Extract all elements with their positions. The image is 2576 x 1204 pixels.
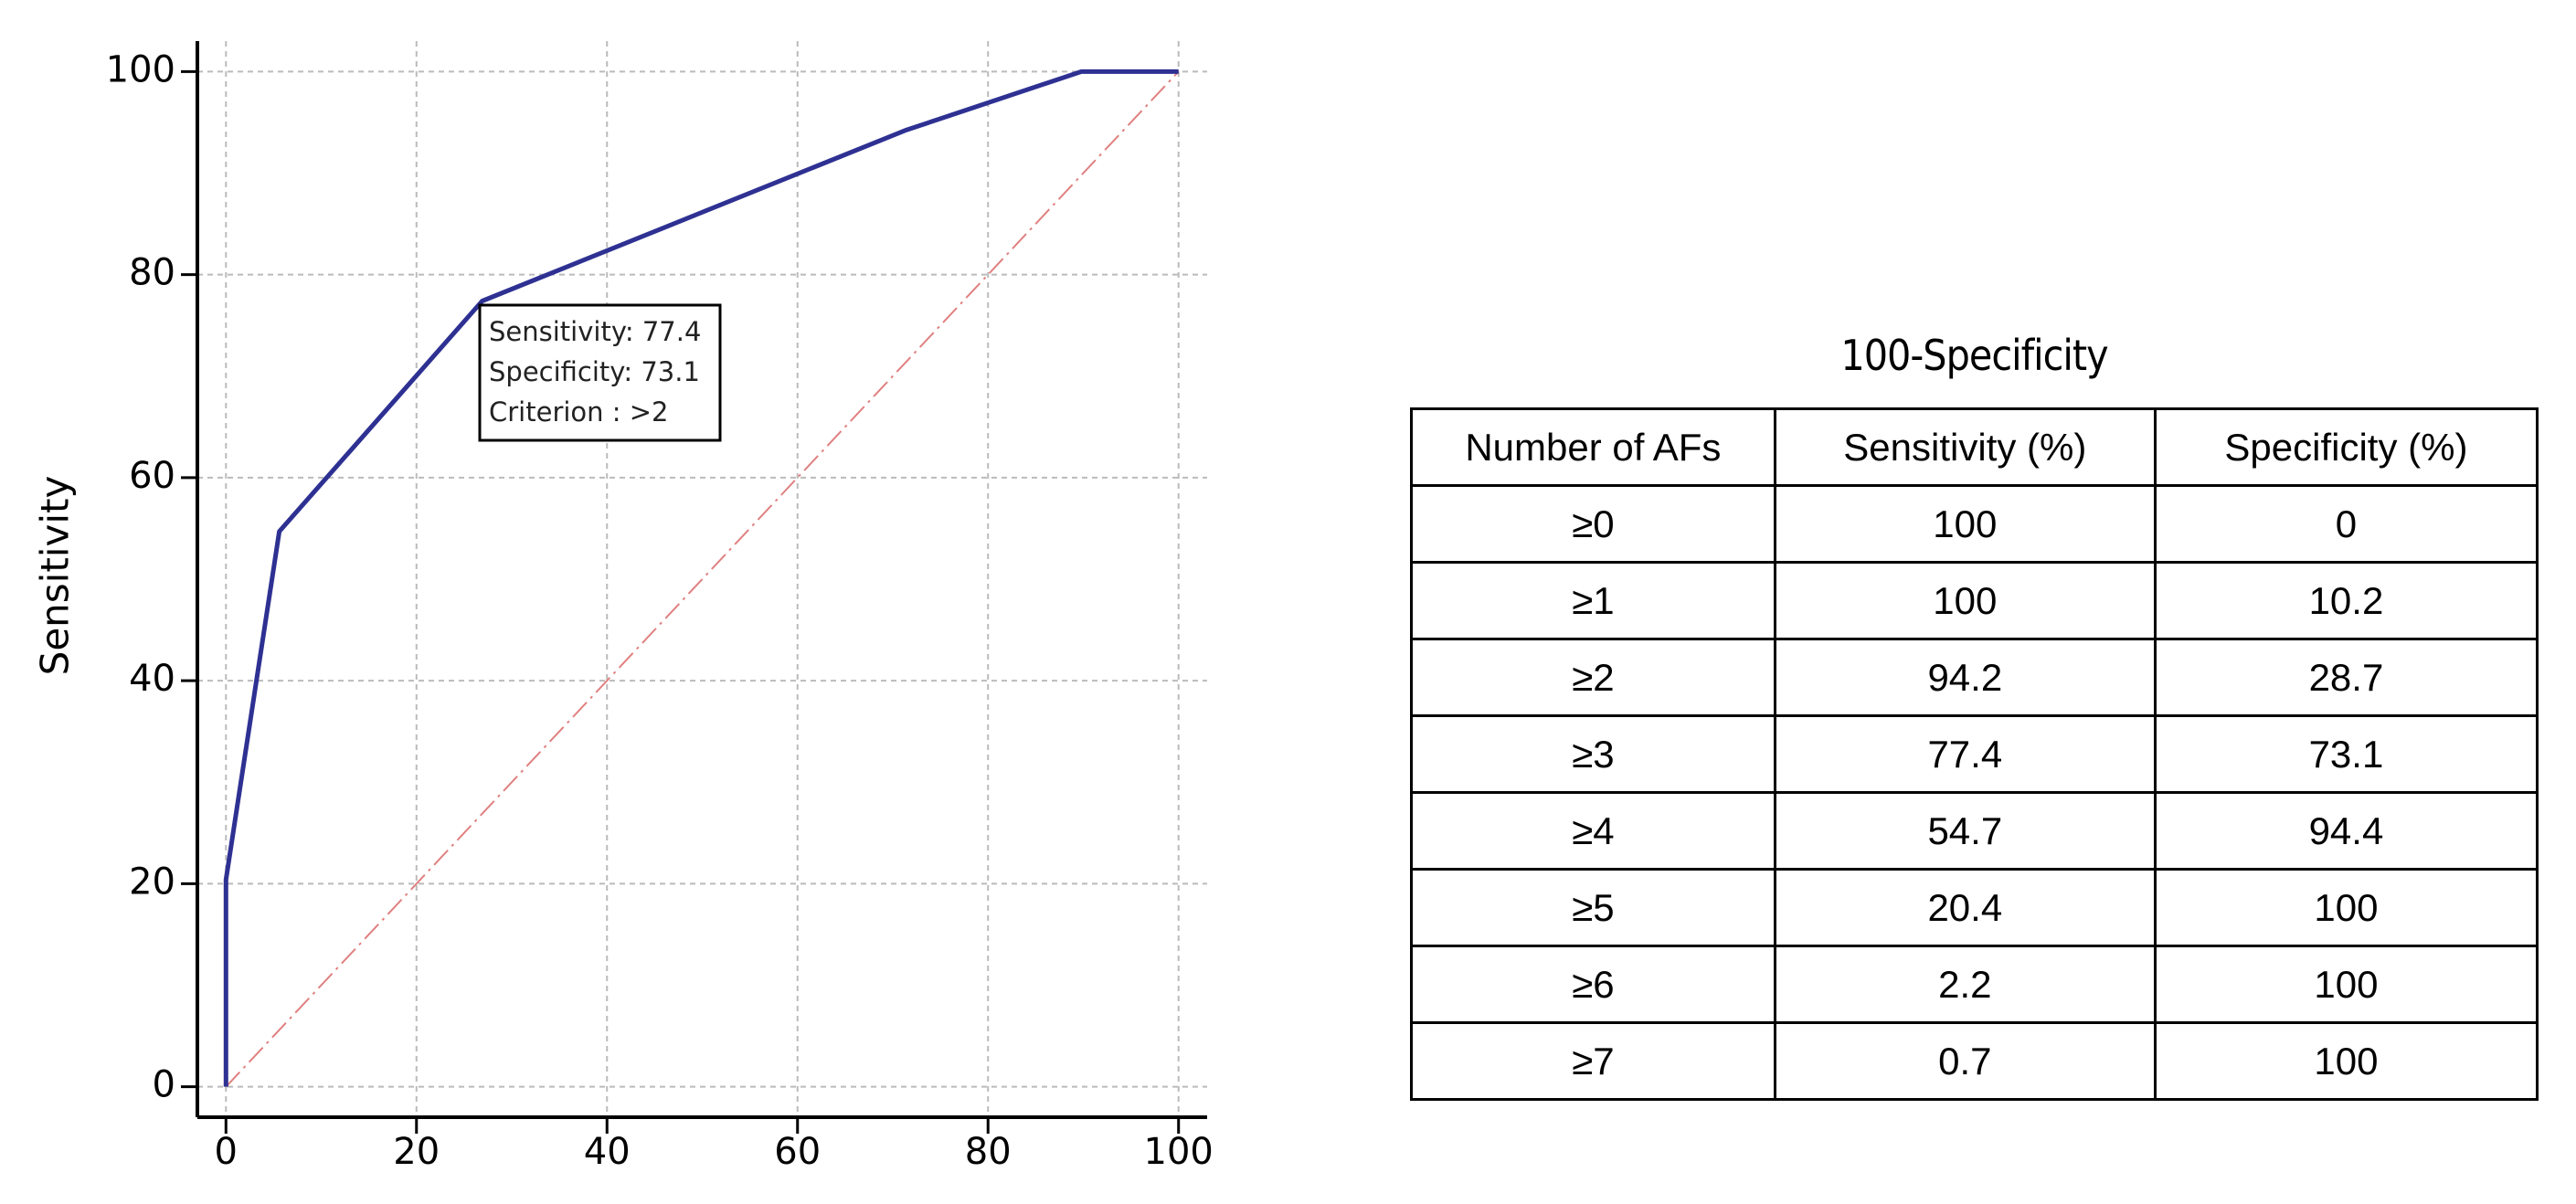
table-row: ≥2 94.2 28.7 <box>1410 638 2539 717</box>
x-tick-label: 20 <box>393 1131 440 1173</box>
table-cell: 100 <box>2153 945 2539 1024</box>
table-row: ≥5 20.4 100 <box>1410 868 2539 947</box>
header-cell: Sensitivity (%) <box>1773 407 2157 487</box>
x-tick-label: 40 <box>584 1131 631 1173</box>
y-tick-label: 20 <box>129 861 175 903</box>
table-cell: ≥4 <box>1410 791 1776 871</box>
table-cell: 94.2 <box>1773 638 2157 717</box>
annotation: Sensitivity: 77.4 Specificity: 73.1 Criter… <box>478 303 722 442</box>
table-cell: 94.4 <box>2153 791 2539 871</box>
table-cell: 100 <box>1773 484 2157 564</box>
y-tick-label: 0 <box>153 1064 175 1106</box>
chart: Sensitivity 0 20 40 60 80 100 0 20 40 60 80 100 Sens… <box>33 41 1214 1173</box>
table-row: ≥0 100 0 <box>1410 484 2539 564</box>
table-cell: 100 <box>2153 1021 2539 1101</box>
table-cell: ≥1 <box>1410 561 1776 640</box>
table-cell: 54.7 <box>1773 791 2157 871</box>
annotation-text: Sensitivity: 77.4 <box>489 316 701 347</box>
table-row: ≥3 77.4 73.1 <box>1410 714 2539 794</box>
table-cell: 28.7 <box>2153 638 2539 717</box>
y-tick-label: 40 <box>129 658 175 700</box>
y-tick-label: 80 <box>129 252 175 294</box>
y-tick-label: 60 <box>129 455 175 497</box>
table-cell: ≥5 <box>1410 868 1776 947</box>
table-cell: ≥0 <box>1410 484 1776 564</box>
annotation-text: Criterion : >2 <box>489 396 669 428</box>
table-cell: 10.2 <box>2153 561 2539 640</box>
table-cell: ≥7 <box>1410 1021 1776 1101</box>
table-row: ≥7 0.7 100 <box>1410 1021 2539 1101</box>
table-cell: 77.4 <box>1773 714 2157 794</box>
table-cell: 0 <box>2153 484 2539 564</box>
table-cell: ≥3 <box>1410 714 1776 794</box>
y-axis-label: Sensitivity <box>33 476 78 676</box>
table-cell: 73.1 <box>2153 714 2539 794</box>
table-cell: 2.2 <box>1773 945 2157 1024</box>
y-tick-label: 100 <box>106 48 175 90</box>
table-cell: 0.7 <box>1773 1021 2157 1101</box>
table-cell: ≥2 <box>1410 638 1776 717</box>
table-row: ≥4 54.7 94.4 <box>1410 791 2539 871</box>
table: Number of AFs Sensitivity (%) Specificity … <box>1410 407 2539 1101</box>
roc-line <box>223 69 1179 1087</box>
x-tick-label: 80 <box>965 1131 1012 1173</box>
header-cell: Specificity (%) <box>2153 407 2539 487</box>
table-row: ≥6 2.2 100 <box>1410 945 2539 1024</box>
table-cell: 20.4 <box>1773 868 2157 947</box>
annotation-text: Specificity: 73.1 <box>489 356 700 387</box>
table-row: ≥1 100 10.2 <box>1410 561 2539 640</box>
table-cell: 100 <box>2153 868 2539 947</box>
x-tick-label: 60 <box>774 1131 821 1173</box>
header-cell: Number of AFs <box>1410 407 1776 487</box>
table-cell: 100 <box>1773 561 2157 640</box>
x-tick-label: 100 <box>1144 1131 1214 1173</box>
table-cell: ≥6 <box>1410 945 1776 1024</box>
x-tick-label: 0 <box>215 1131 238 1173</box>
reference-line <box>225 70 1180 1088</box>
header-row: Number of AFs Sensitivity (%) Specificity … <box>1410 407 2539 487</box>
table-title: 100-Specificity <box>1840 331 2108 380</box>
annotation-box <box>478 303 722 442</box>
